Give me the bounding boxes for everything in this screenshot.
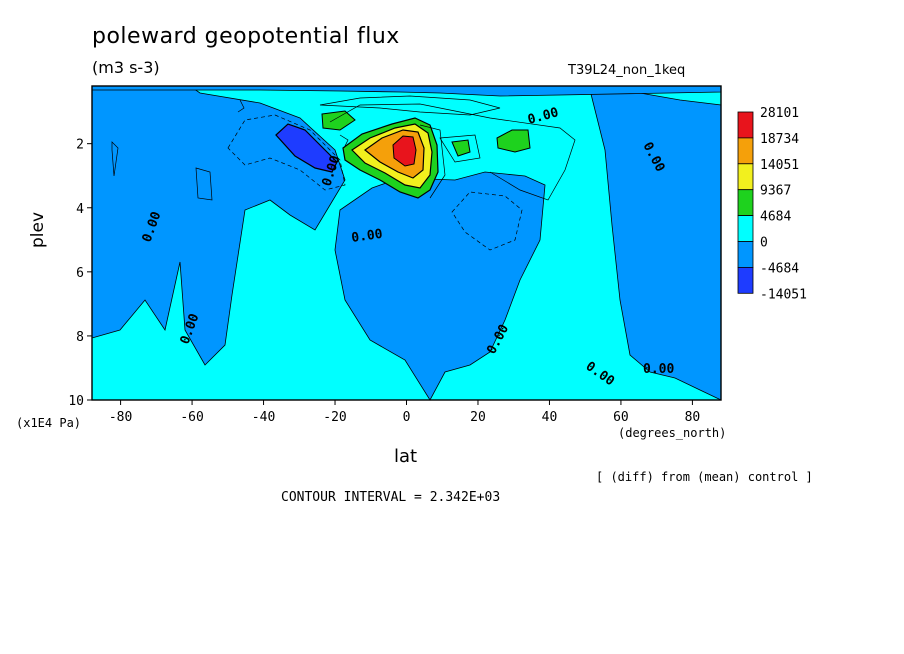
colorbar-label: -14051 bbox=[760, 287, 807, 302]
colorbar-label: 28101 bbox=[760, 106, 799, 121]
y-tick-label: 10 bbox=[68, 394, 84, 409]
colorbar-swatch bbox=[737, 241, 754, 268]
colorbar-swatch bbox=[737, 137, 754, 165]
region-positive-small-c bbox=[451, 139, 471, 157]
region-strong-negative bbox=[275, 123, 338, 173]
colorbar-label: -4684 bbox=[760, 261, 799, 276]
y-axis-units: (x1E4 Pa) bbox=[16, 416, 82, 430]
x-axis-units: (degrees_north) bbox=[618, 426, 727, 440]
contour-label: 0.00 bbox=[350, 227, 383, 246]
contour-interval: CONTOUR INTERVAL = 2.342E+03 bbox=[281, 490, 501, 505]
x-axis-label: lat bbox=[394, 446, 418, 467]
x-tick-label: -80 bbox=[109, 410, 132, 425]
colorbar-swatch bbox=[737, 111, 754, 139]
region-negative-center bbox=[334, 171, 546, 401]
y-axis: 2 4 6 8 10 bbox=[68, 138, 92, 409]
x-tick-label: 0 bbox=[403, 410, 411, 425]
chart-units: (m3 s-3) bbox=[92, 58, 160, 77]
colorbar-label: 18734 bbox=[760, 132, 799, 147]
colorbar-label: 4684 bbox=[760, 210, 791, 225]
diff-note: [ (diff) from (mean) control ] bbox=[596, 470, 813, 484]
x-tick-label: 20 bbox=[470, 410, 486, 425]
colorbar-label: 14051 bbox=[760, 158, 799, 173]
x-axis: -80 -60 -40 -20 0 20 40 60 80 bbox=[109, 400, 700, 425]
colorbar-swatch bbox=[737, 163, 754, 191]
colorbar-swatch bbox=[737, 189, 754, 216]
contour-label: 0.00 bbox=[643, 362, 674, 377]
x-tick-label: -40 bbox=[252, 410, 275, 425]
region-positive-core-red bbox=[392, 135, 417, 167]
x-tick-label: -60 bbox=[180, 410, 203, 425]
colorbar-swatch bbox=[737, 215, 754, 242]
colorbar-label: 0 bbox=[760, 236, 768, 251]
y-tick-label: 6 bbox=[76, 266, 84, 281]
y-tick-label: 8 bbox=[76, 330, 84, 345]
region-negative-right bbox=[589, 89, 722, 401]
run-label: T39L24_non_1keq bbox=[568, 63, 686, 78]
contour-lines-dashed bbox=[227, 114, 523, 251]
colorbar-swatch bbox=[737, 266, 754, 294]
x-tick-label: 60 bbox=[613, 410, 629, 425]
region-negative-left bbox=[91, 85, 346, 366]
contour-lines bbox=[111, 95, 576, 201]
colorbar-label: 9367 bbox=[760, 184, 791, 199]
x-tick-label: -20 bbox=[323, 410, 346, 425]
y-tick-label: 4 bbox=[76, 202, 84, 217]
x-tick-label: 40 bbox=[542, 410, 558, 425]
colorbar: 28101 18734 14051 9367 4684 0 -4684 -14051 bbox=[737, 106, 807, 302]
y-tick-label: 2 bbox=[76, 138, 84, 153]
chart-title: poleward geopotential flux bbox=[92, 24, 400, 49]
x-tick-label: 80 bbox=[685, 410, 701, 425]
region-positive-small-a bbox=[321, 110, 356, 131]
region-positive-small-b bbox=[496, 129, 531, 153]
